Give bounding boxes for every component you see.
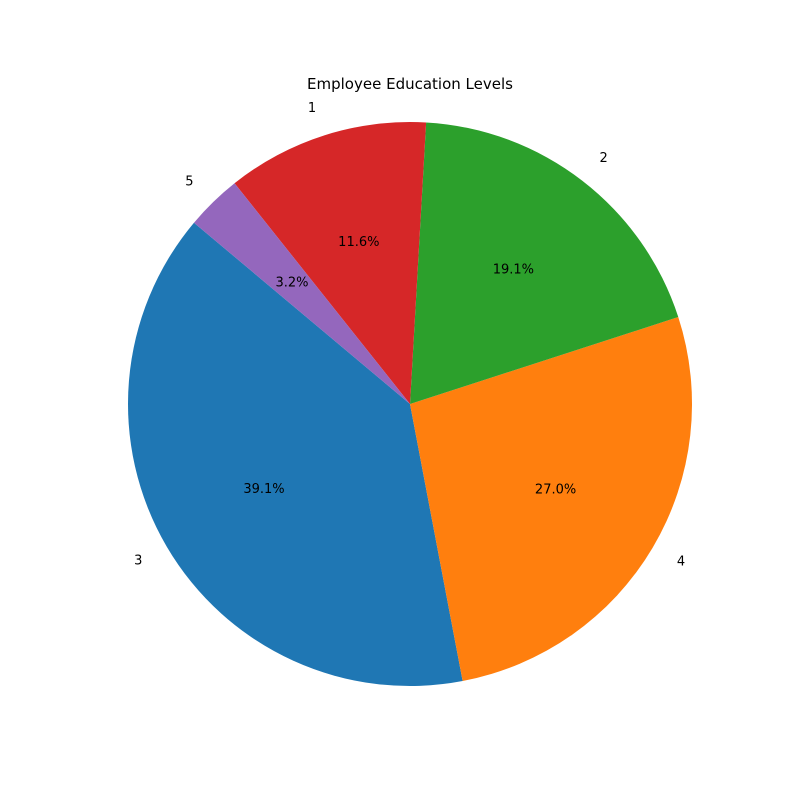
chart-title: Employee Education Levels xyxy=(307,75,513,93)
pie-slice-5 xyxy=(193,183,410,404)
percent-label-4: 27.0% xyxy=(535,483,576,498)
pie-labels: 3 39.1% 4 27.0% 2 19.1% 1 11.6% 5 3.2% xyxy=(134,101,685,570)
pie-slices xyxy=(128,121,693,686)
slice-label-5: 5 xyxy=(185,174,193,189)
percent-label-1: 11.6% xyxy=(338,235,379,250)
slice-label-1: 1 xyxy=(308,101,316,116)
percent-label-2: 19.1% xyxy=(493,263,534,278)
slice-label-4: 4 xyxy=(677,555,685,570)
slice-label-3: 3 xyxy=(134,553,142,568)
pie-slice-2 xyxy=(410,122,679,405)
percent-label-3: 39.1% xyxy=(243,482,284,497)
pie-slice-1 xyxy=(234,121,427,404)
pie-slice-4 xyxy=(410,317,693,682)
pie-slice-3 xyxy=(128,222,463,686)
percent-label-5: 3.2% xyxy=(275,275,308,290)
slice-label-2: 2 xyxy=(600,151,608,166)
